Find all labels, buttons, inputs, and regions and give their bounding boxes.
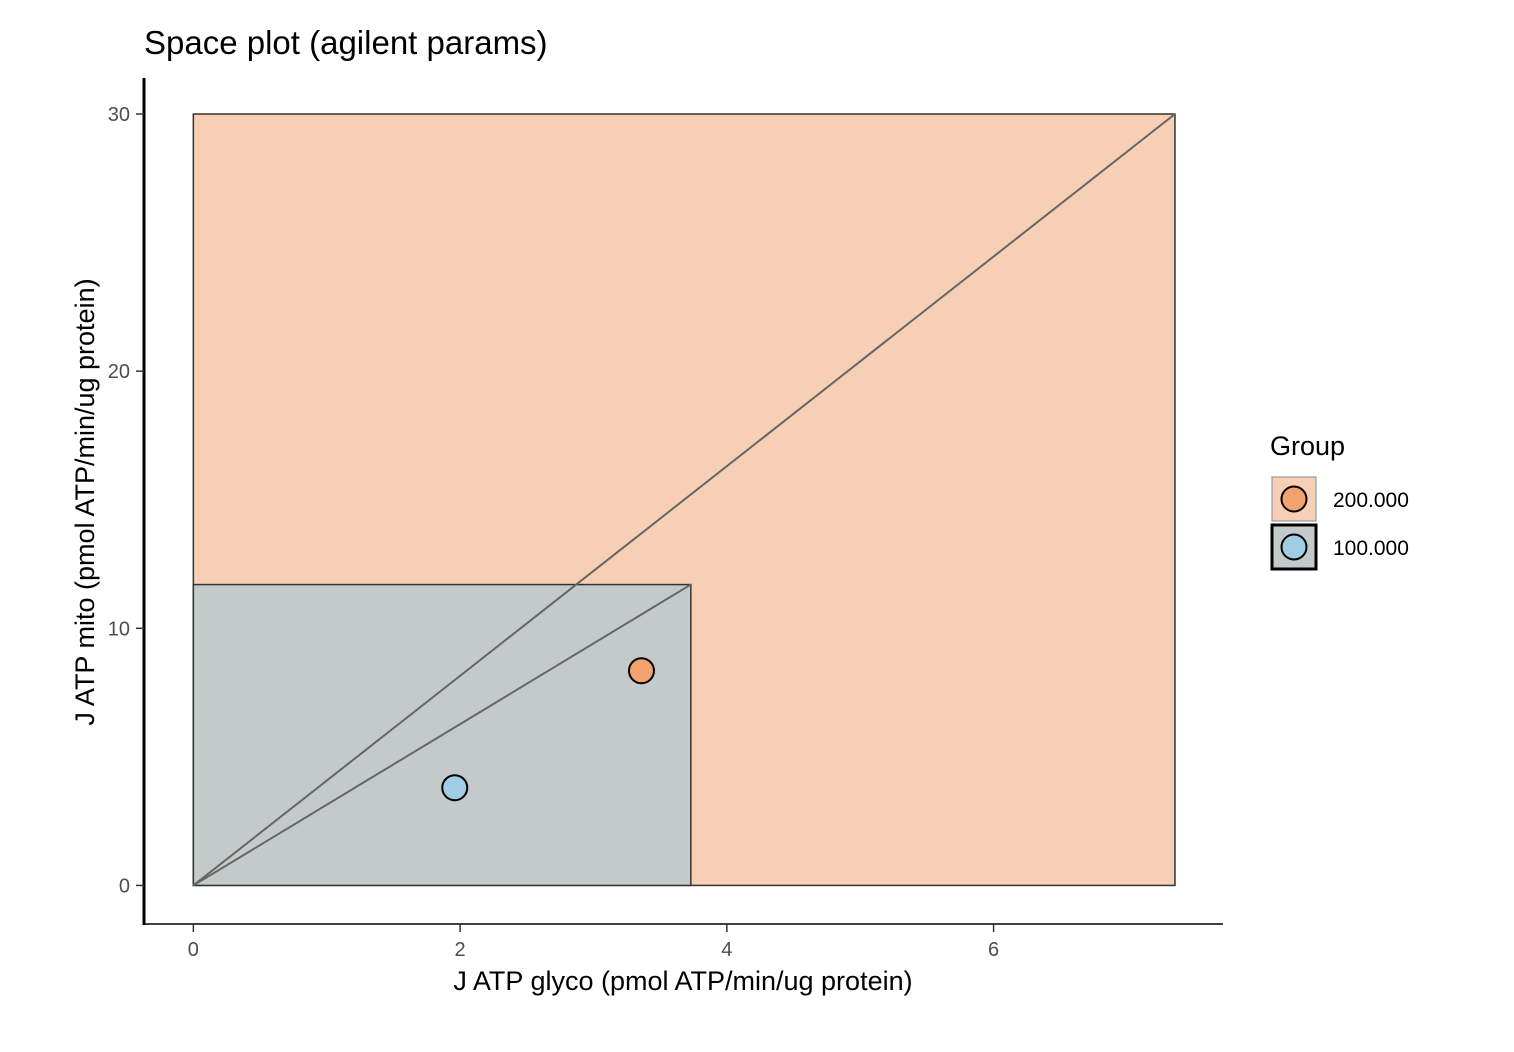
legend-label-group-200: 200.000 bbox=[1333, 489, 1409, 512]
y-tick-label: 20 bbox=[108, 361, 130, 383]
points-layer bbox=[441, 657, 655, 802]
chart-title: Space plot (agilent params) bbox=[144, 24, 548, 61]
axes-layer: 0 2 4 6 0 10 20 30 bbox=[108, 78, 1223, 961]
legend-items: 200.000 100.000 bbox=[1270, 476, 1409, 571]
lines-layer bbox=[192, 113, 1176, 887]
y-tick-label: 0 bbox=[119, 875, 130, 897]
reference-line-1 bbox=[192, 113, 1176, 887]
legend-marker-group-100 bbox=[1280, 533, 1308, 561]
legend: Group 200.000 100.000 bbox=[1270, 431, 1409, 571]
data-point-group-200 bbox=[627, 657, 655, 685]
reference-line-2 bbox=[192, 583, 692, 887]
data-point-group-100 bbox=[441, 774, 469, 802]
legend-marker-group-200 bbox=[1280, 485, 1308, 513]
x-tick-label: 2 bbox=[455, 939, 466, 961]
x-tick-label: 4 bbox=[721, 939, 732, 961]
y-axis-title: J ATP mito (pmol ATP/min/ug protein) bbox=[70, 278, 100, 725]
x-tick-label: 0 bbox=[188, 939, 199, 961]
legend-label-group-100: 100.000 bbox=[1333, 537, 1409, 560]
x-axis-title: J ATP glyco (pmol ATP/min/ug protein) bbox=[453, 966, 912, 996]
legend-title: Group bbox=[1270, 431, 1345, 461]
y-tick-label: 30 bbox=[108, 104, 130, 126]
y-tick-label: 10 bbox=[108, 618, 130, 640]
x-tick-label: 6 bbox=[988, 939, 999, 961]
